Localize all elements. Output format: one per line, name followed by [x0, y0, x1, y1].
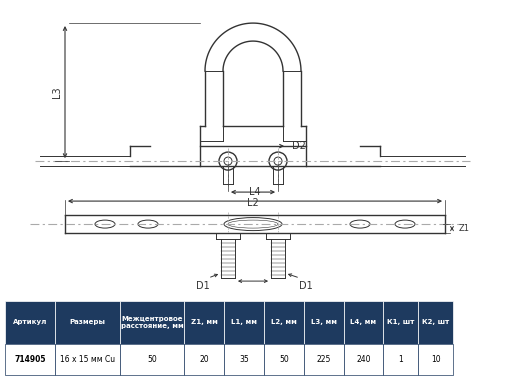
- Text: D1: D1: [299, 281, 313, 291]
- Bar: [264, 344, 304, 375]
- Bar: [343, 344, 384, 375]
- Text: К1, шт: К1, шт: [387, 320, 415, 325]
- Text: 50: 50: [147, 355, 157, 364]
- Bar: [384, 301, 418, 344]
- Bar: [119, 301, 184, 344]
- Bar: [418, 344, 453, 375]
- Bar: [184, 344, 224, 375]
- Text: Z1, мм: Z1, мм: [191, 320, 217, 325]
- Text: Артикул: Артикул: [13, 320, 47, 325]
- Text: D2: D2: [292, 141, 306, 151]
- Bar: [55, 301, 119, 344]
- Text: L4: L4: [249, 187, 261, 197]
- Text: 225: 225: [316, 355, 331, 364]
- Bar: [119, 344, 184, 375]
- Text: L4, мм: L4, мм: [351, 320, 376, 325]
- Text: L3, мм: L3, мм: [311, 320, 337, 325]
- Text: 50: 50: [279, 355, 289, 364]
- Text: 714905: 714905: [14, 355, 46, 364]
- Bar: [418, 301, 453, 344]
- Bar: [343, 301, 384, 344]
- Text: 1: 1: [398, 355, 403, 364]
- Text: 35: 35: [239, 355, 249, 364]
- Text: L3: L3: [52, 86, 62, 98]
- Bar: [55, 344, 119, 375]
- Text: 16 х 15 мм Cu: 16 х 15 мм Cu: [59, 355, 115, 364]
- Text: D1: D1: [196, 281, 210, 291]
- Bar: [264, 301, 304, 344]
- Bar: [304, 301, 343, 344]
- Text: L2: L2: [247, 198, 259, 208]
- Bar: [304, 344, 343, 375]
- Text: Межцентровое
расстояние, мм: Межцентровое расстояние, мм: [120, 316, 183, 329]
- Text: 10: 10: [431, 355, 440, 364]
- Bar: [5, 301, 55, 344]
- Text: L1, мм: L1, мм: [231, 320, 257, 325]
- Text: 240: 240: [356, 355, 371, 364]
- Text: Z1: Z1: [459, 224, 470, 233]
- Bar: [384, 344, 418, 375]
- Bar: [184, 301, 224, 344]
- Bar: [224, 344, 264, 375]
- Text: К2, шт: К2, шт: [422, 320, 450, 325]
- Text: Размеры: Размеры: [69, 320, 105, 325]
- Text: L2, мм: L2, мм: [271, 320, 297, 325]
- Text: 20: 20: [200, 355, 209, 364]
- Bar: [5, 344, 55, 375]
- Bar: [224, 301, 264, 344]
